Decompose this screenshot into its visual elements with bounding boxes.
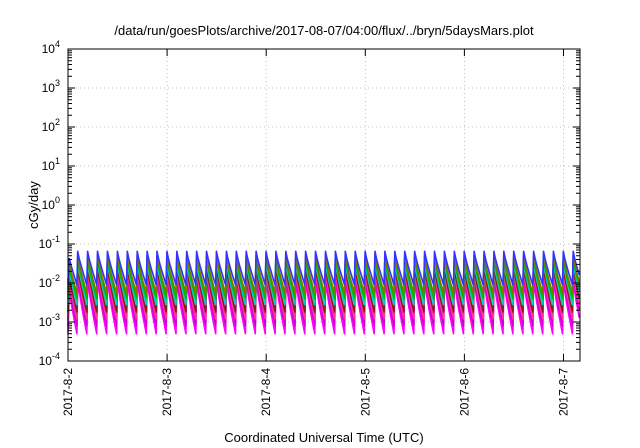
x-tick-label: 2017-8-4 <box>259 368 273 416</box>
y-tick-label: 104 <box>42 39 60 56</box>
x-tick-label: 2017-8-2 <box>61 368 75 416</box>
x-axis-label: Coordinated Universal Time (UTC) <box>224 430 423 445</box>
y-tick-label: 10-3 <box>39 312 60 329</box>
y-tick-label: 10-4 <box>39 351 60 368</box>
series-group <box>67 250 581 335</box>
tick-marks <box>67 48 580 362</box>
y-tick-label: 100 <box>42 195 60 212</box>
x-tick-label: 2017-8-5 <box>358 368 372 416</box>
x-tick-label: 2017-8-6 <box>457 368 471 416</box>
x-tick-label: 2017-8-3 <box>160 368 174 416</box>
y-tick-label: 101 <box>42 156 60 173</box>
y-tick-label: 102 <box>42 117 60 134</box>
chart-title: /data/run/goesPlots/archive/2017-08-07/0… <box>114 23 534 38</box>
x-tick-labels: 2017-8-2 2017-8-3 2017-8-4 2017-8-5 2017-8-6… <box>61 368 570 416</box>
series-line-7 <box>67 250 581 286</box>
x-tick-label: 2017-8-7 <box>556 368 570 416</box>
y-tick-label: 10-2 <box>39 273 60 290</box>
y-axis-label: cGy/day <box>26 181 41 229</box>
y-tick-label: 103 <box>42 78 60 95</box>
y-tick-label: 10-1 <box>39 234 60 251</box>
y-tick-labels: 10-4 10-3 10-2 10-1 100 101 102 103 104 <box>39 39 60 368</box>
